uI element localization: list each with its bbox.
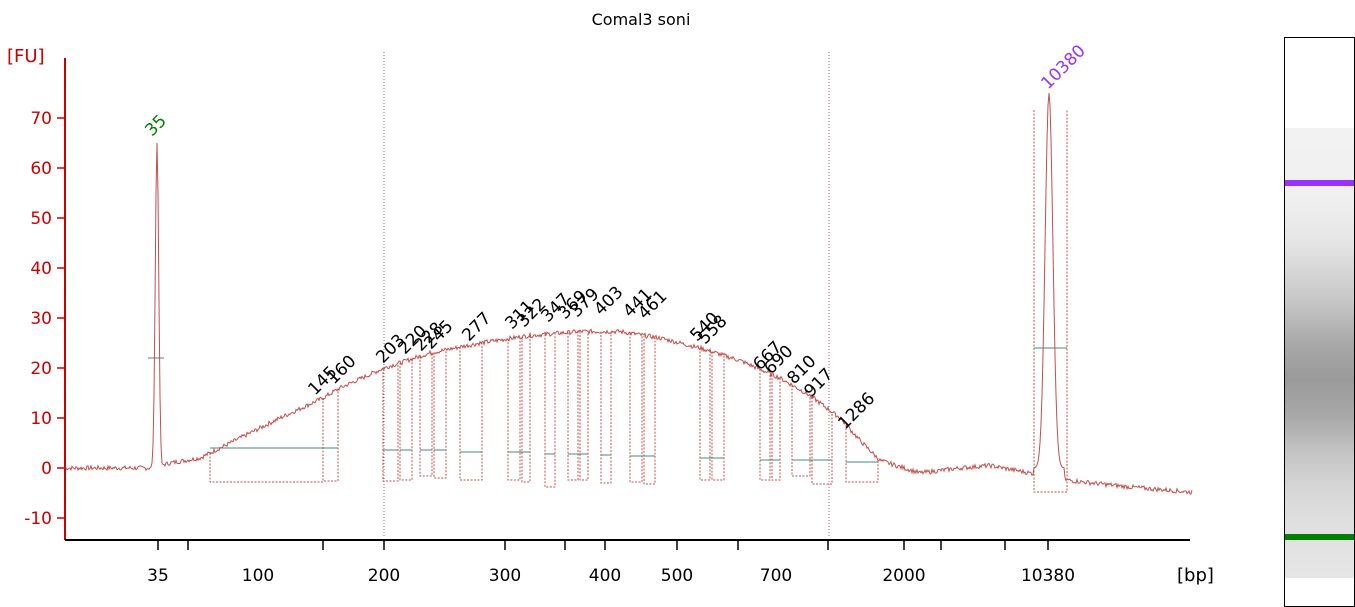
x-tick-label: 700 [760, 566, 792, 586]
lower-marker-band [1285, 534, 1354, 540]
peak-box [791, 385, 811, 477]
y-tick-label: 60 [30, 159, 52, 179]
peak-box [544, 333, 556, 488]
peak-box [629, 333, 643, 483]
peak-box [209, 398, 324, 483]
peak-box [579, 331, 589, 481]
lower-marker-label: 35 [141, 111, 170, 140]
upper-marker-band [1285, 180, 1354, 186]
gel-smear [1285, 128, 1354, 578]
y-ticks: -10 0 10 20 30 40 50 60 70 [24, 109, 65, 529]
electropherogram-trace [64, 92, 1193, 495]
peak-box [521, 335, 531, 483]
peak-label: 1286 [834, 389, 879, 434]
x-tick-label: 35 [147, 566, 169, 586]
peak-box [399, 358, 413, 481]
x-tick-label: 10380 [1021, 566, 1075, 586]
x-axis-label: [bp] [1177, 565, 1214, 586]
electropherogram-chart: Comal3 soni [FU] [bp] -10 0 10 20 30 40 50 60 70… [7, 10, 1214, 586]
x-tick-label: 500 [661, 566, 693, 586]
y-tick-label: -10 [24, 509, 52, 529]
peak-box [1033, 110, 1068, 493]
x-tick-label: 300 [489, 566, 521, 586]
x-tick-label: 400 [589, 566, 621, 586]
y-tick-label: 30 [30, 309, 52, 329]
peak-label: 403 [590, 282, 627, 319]
peak-box [759, 369, 771, 481]
peak-box [419, 352, 433, 477]
y-tick-label: 10 [30, 409, 52, 429]
x-tick-label: 200 [368, 566, 400, 586]
peak-integration-boxes [209, 110, 1068, 493]
y-tick-label: 20 [30, 359, 52, 379]
chart-title: Comal3 soni [592, 10, 691, 29]
x-ticks: 35 100 200 300 400 500 700 2000 10380 [147, 540, 1075, 586]
peak-box [711, 351, 725, 481]
peak-label: 277 [458, 308, 495, 345]
peak-baselines [148, 347, 1067, 463]
y-tick-label: 50 [30, 209, 52, 229]
peak-box [459, 342, 483, 481]
peak-box [600, 331, 612, 484]
peak-box [567, 331, 579, 481]
peak-box [507, 337, 521, 481]
peak-box [433, 349, 447, 479]
x-tick-label: 2000 [882, 566, 925, 586]
peak-box [382, 363, 399, 482]
upper-marker-label: 10380 [1037, 41, 1089, 93]
x-tick-label: 100 [242, 566, 274, 586]
y-tick-label: 0 [41, 459, 52, 479]
peak-box [845, 424, 879, 483]
peak-box [699, 348, 711, 481]
peak-box [811, 397, 833, 485]
y-axis-label: [FU] [7, 46, 45, 67]
y-tick-label: 40 [30, 259, 52, 279]
peak-box [771, 374, 781, 481]
peak-box [643, 335, 656, 485]
gel-lane [1284, 37, 1355, 607]
peak-box [322, 389, 339, 482]
y-tick-label: 70 [30, 109, 52, 129]
